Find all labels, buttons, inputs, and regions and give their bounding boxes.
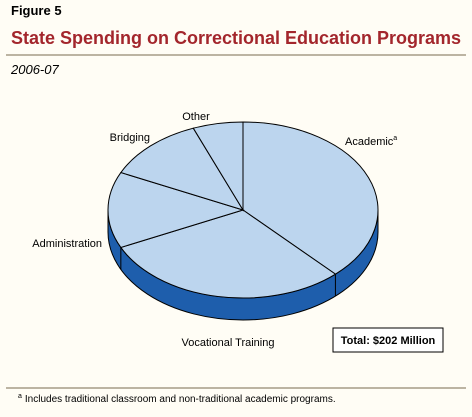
footnote-marker: a [18, 393, 22, 400]
pie-slice [192, 121, 244, 212]
category-name: Administration [32, 238, 102, 250]
annotation: Total: $202 Million [341, 335, 436, 347]
footnote: a Includes traditional classroom and non-… [18, 393, 336, 405]
category-label: Vocational Training [182, 337, 275, 349]
pie-slice [120, 209, 337, 299]
footnote-text: Includes traditional classroom and non-t… [25, 394, 336, 405]
figure-label: Figure 5 [11, 3, 62, 18]
pie [107, 121, 379, 321]
category-label: Academica [345, 135, 397, 148]
category-label: Bridging [110, 132, 150, 144]
category-label: Other [182, 111, 210, 123]
category-name: Vocational Training [182, 337, 275, 349]
category-marker: a [393, 135, 397, 142]
category-name: Academic [345, 136, 394, 148]
pie-slice [120, 127, 245, 211]
category-name: Bridging [110, 132, 150, 144]
pie-slice [242, 121, 379, 275]
pie-slice [107, 171, 245, 249]
category-name: Other [182, 111, 210, 123]
category-label: Administration [32, 238, 102, 250]
chart-subtitle: 2006-07 [10, 62, 59, 77]
chart-title: State Spending on Correctional Education… [11, 28, 461, 48]
total-box [332, 327, 444, 353]
